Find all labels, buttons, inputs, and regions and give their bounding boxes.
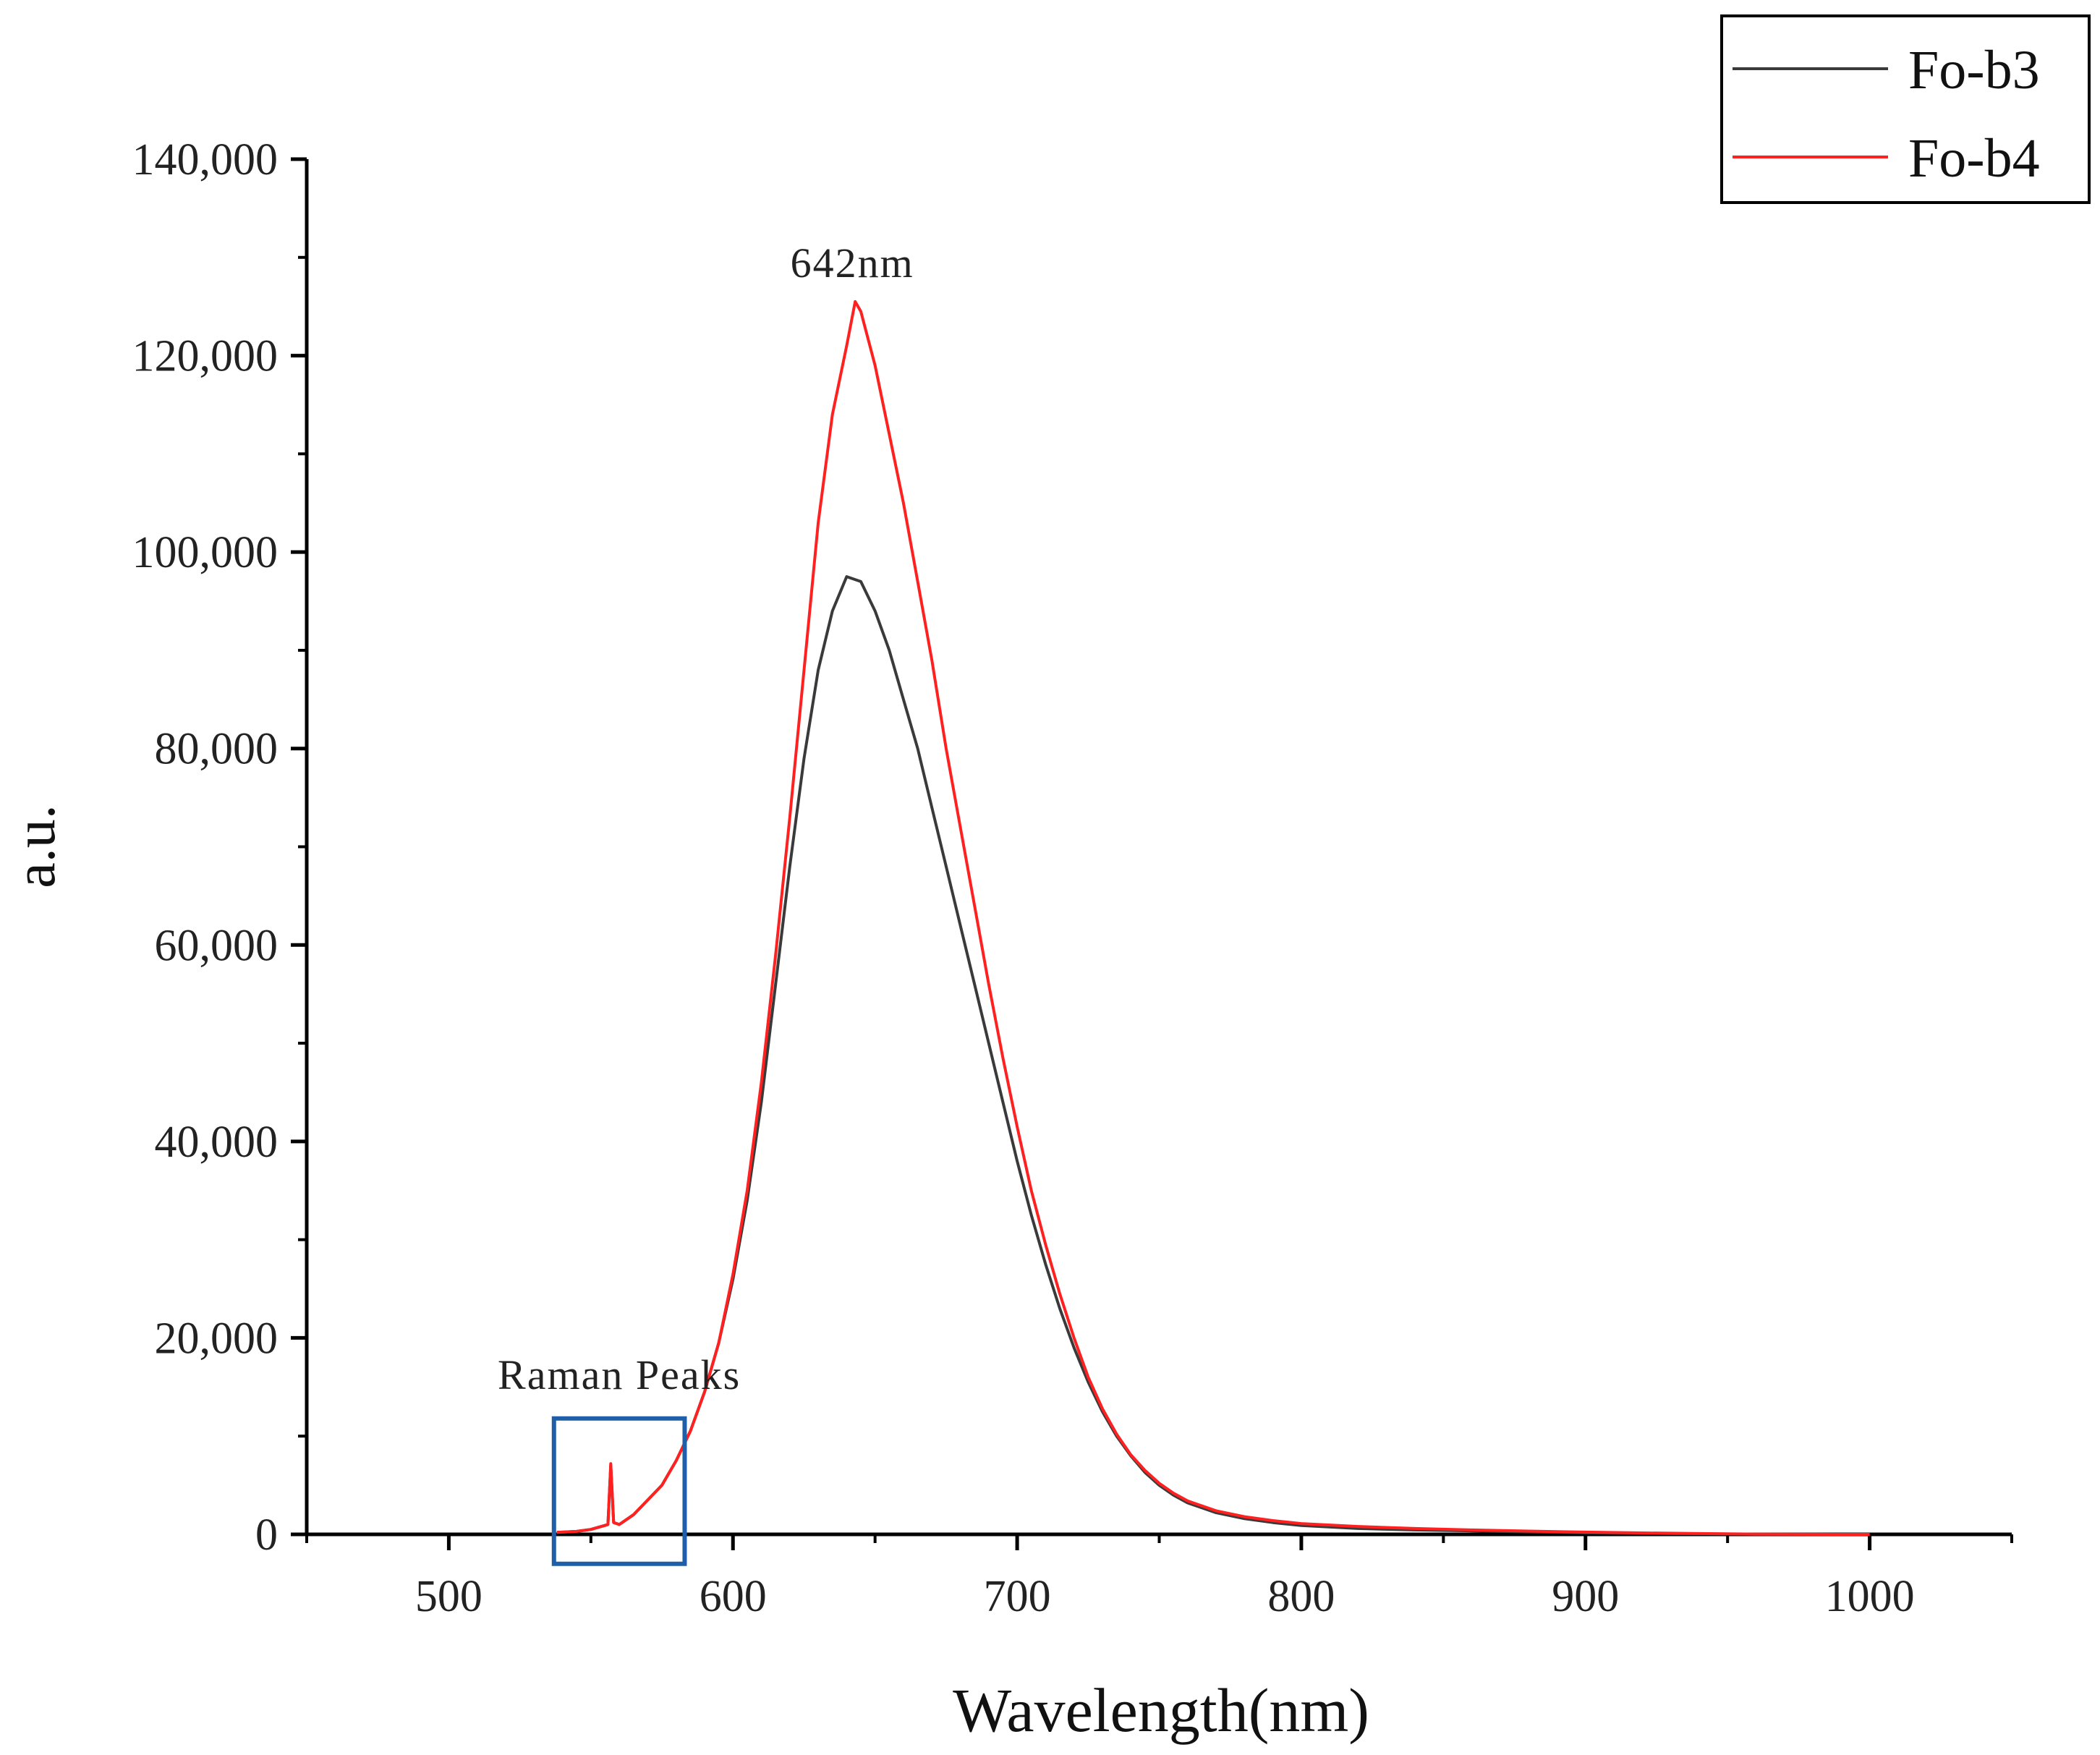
x-tick-label: 1000	[1825, 1572, 1915, 1621]
y-tick-label: 100,000	[132, 528, 279, 577]
y-tick-label: 0	[255, 1510, 278, 1560]
annotation-layer: 642nm Raman Peaks	[498, 239, 914, 1566]
x-tick-label: 800	[1267, 1572, 1335, 1621]
series-line-fo-b3	[556, 575, 1870, 1536]
series-layer	[556, 299, 1870, 1536]
x-axis-title: Wavelength(nm)	[953, 1675, 1369, 1745]
axes: 0 20,000 40,000 60,000 80,000 100,000 120,000 1…	[132, 135, 2013, 1621]
raman-highlight-box	[551, 1416, 687, 1566]
legend: Fo-b3 Fo-b4	[1720, 14, 2091, 204]
legend-box	[1720, 14, 2091, 204]
y-tick-label: 120,000	[132, 332, 279, 381]
legend-label: Fo-b4	[1908, 128, 2040, 189]
legend-label: Fo-b3	[1908, 40, 2040, 101]
x-tick-label: 700	[984, 1572, 1051, 1621]
y-tick-label: 60,000	[155, 921, 279, 970]
raman-peaks-annotation: Raman Peaks	[498, 1351, 741, 1398]
peak-annotation: 642nm	[791, 239, 914, 286]
y-axis-title: a.u.	[4, 804, 67, 888]
y-tick-label: 20,000	[155, 1314, 279, 1363]
series-line-fo-b4	[556, 299, 1870, 1536]
y-tick-label: 140,000	[132, 135, 279, 184]
y-tick-label: 80,000	[155, 725, 279, 774]
x-tick-label: 500	[415, 1572, 483, 1621]
y-tick-label: 40,000	[155, 1118, 279, 1167]
x-tick-label: 600	[700, 1572, 767, 1621]
x-tick-label: 900	[1552, 1572, 1619, 1621]
